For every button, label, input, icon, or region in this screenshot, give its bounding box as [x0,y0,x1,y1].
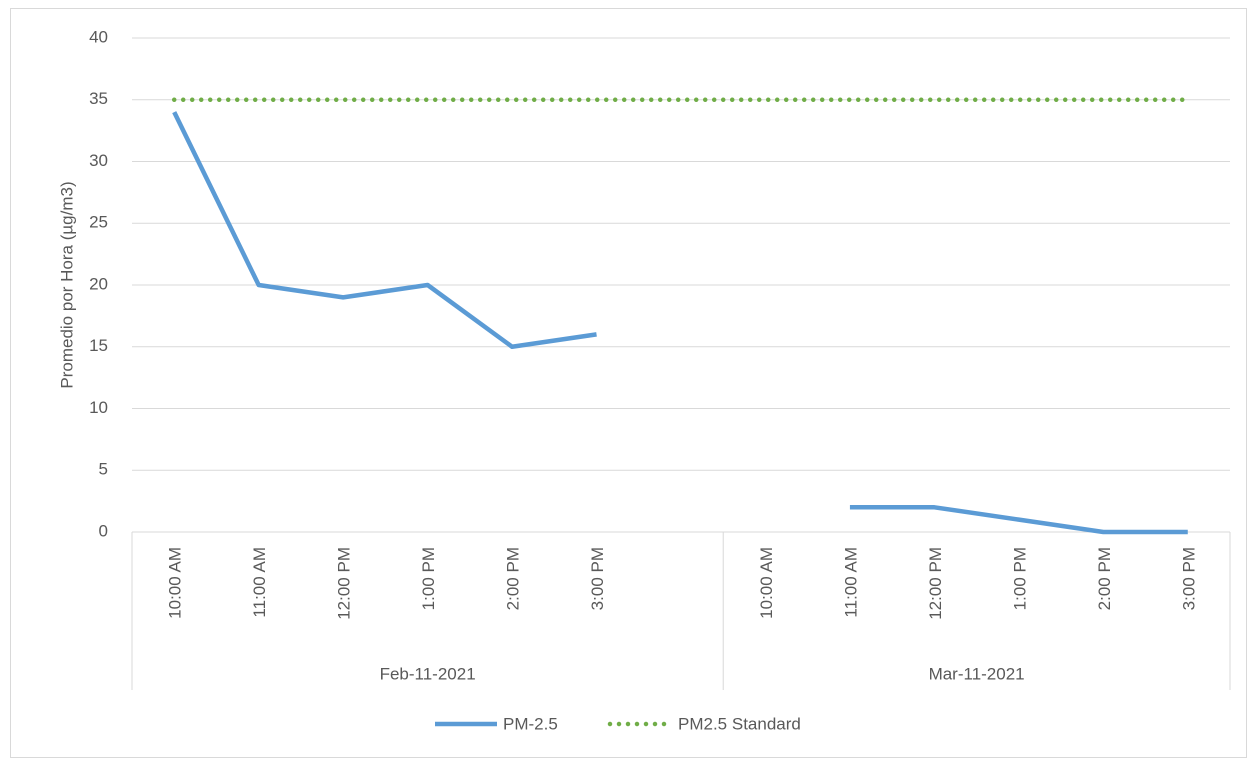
y-tick-label: 30 [89,151,108,170]
x-tick-label: 10:00 AM [757,547,776,619]
y-tick-label: 0 [99,521,108,540]
x-tick-label: 11:00 AM [841,547,860,618]
x-tick-label: 12:00 PM [335,547,354,620]
data-line [172,111,1188,535]
x-tick-label: 10:00 AM [166,547,185,619]
x-tick-label: 11:00 AM [250,547,269,618]
x-tick-label: 3:00 PM [1179,547,1198,610]
y-tick-label: 10 [89,398,108,417]
y-tick-label: 35 [89,89,108,108]
y-tick-label: 15 [89,336,108,355]
x-tick-label: 12:00 PM [926,547,945,620]
x-tick-label: 2:00 PM [1095,547,1114,610]
y-tick-label: 20 [89,274,108,293]
x-tick-label: 1:00 PM [1010,547,1029,610]
legend-label: PM2.5 Standard [678,714,801,733]
x-tick-label: 1:00 PM [419,547,438,610]
legend-label: PM-2.5 [503,714,558,733]
group-label: Feb-11-2021 [380,664,476,683]
group-label: Mar-11-2021 [929,664,1025,683]
y-tick-label: 40 [89,27,108,46]
y-tick-label: 5 [99,460,108,479]
x-tick-label: 2:00 PM [504,547,523,610]
chart-frame [10,8,1247,758]
y-axis-label: Promedio por Hora (µg/m3) [57,181,76,388]
x-tick-label: 3:00 PM [588,547,607,610]
y-tick-label: 25 [89,213,108,232]
